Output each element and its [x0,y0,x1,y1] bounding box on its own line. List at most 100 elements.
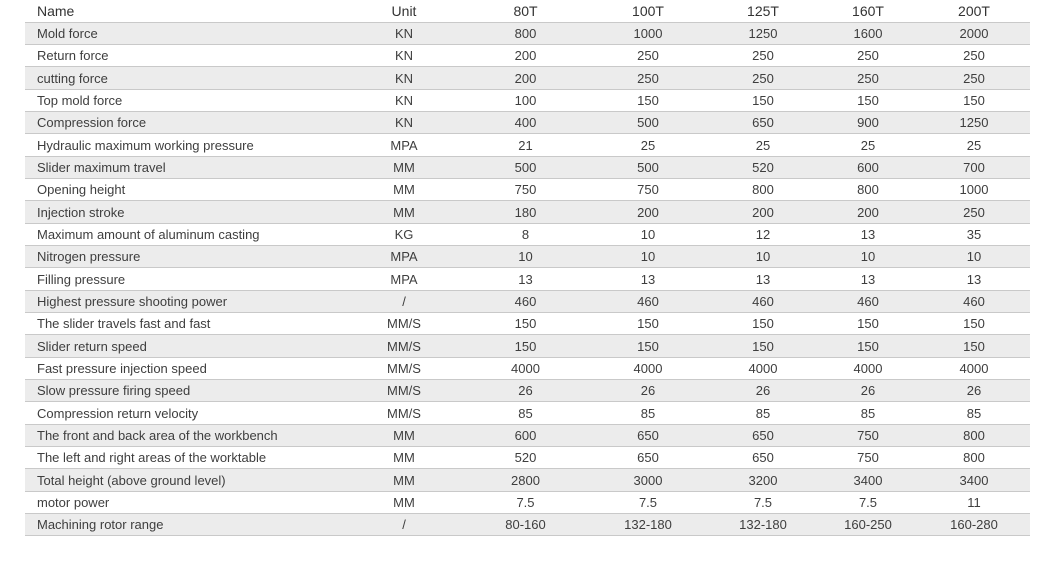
value-cell-160t: 4000 [818,357,918,381]
unit-cell: / [345,513,463,537]
value-cell-100t: 4000 [588,357,708,381]
value-cell-100t: 250 [588,44,708,68]
value-cell-160t: 13 [818,267,918,291]
value-cell-100t: 150 [588,334,708,358]
unit-cell: MM/S [345,357,463,381]
value-cell-200t: 25 [918,133,1030,157]
spec-name-cell: Highest pressure shooting power [25,290,345,314]
spec-table-container: Name Unit 80T 100T 125T 160T 200T Mold f… [25,0,1030,537]
table-row: The left and right areas of the worktabl… [25,446,1030,470]
value-cell-80t: 4000 [463,357,588,381]
spec-name-cell: Top mold force [25,89,345,113]
value-cell-160t: 1600 [818,22,918,46]
spec-name-cell: Opening height [25,178,345,202]
value-cell-160t: 750 [818,446,918,470]
spec-name-cell: Nitrogen pressure [25,245,345,269]
value-cell-125t: 7.5 [708,491,818,515]
value-cell-125t: 250 [708,44,818,68]
value-cell-125t: 10 [708,245,818,269]
value-cell-80t: 800 [463,22,588,46]
value-cell-100t: 13 [588,267,708,291]
value-cell-200t: 250 [918,66,1030,90]
table-row: Slider maximum travel MM 500 500 520 600… [25,156,1030,180]
value-cell-160t: 3400 [818,468,918,492]
unit-cell: MM [345,468,463,492]
spec-name-cell: Total height (above ground level) [25,468,345,492]
value-cell-160t: 800 [818,178,918,202]
value-cell-160t: 200 [818,200,918,224]
value-cell-100t: 10 [588,223,708,247]
value-cell-100t: 650 [588,424,708,448]
spec-name-cell: Slider return speed [25,334,345,358]
value-cell-80t: 600 [463,424,588,448]
value-cell-100t: 10 [588,245,708,269]
table-row: Return force KN 200 250 250 250 250 [25,44,1030,68]
column-header-200t: 200T [918,0,1030,23]
value-cell-160t: 26 [818,379,918,403]
value-cell-80t: 21 [463,133,588,157]
value-cell-200t: 160-280 [918,513,1030,537]
value-cell-80t: 150 [463,334,588,358]
value-cell-200t: 150 [918,334,1030,358]
value-cell-100t: 1000 [588,22,708,46]
value-cell-200t: 250 [918,44,1030,68]
spec-name-cell: Injection stroke [25,200,345,224]
value-cell-80t: 8 [463,223,588,247]
unit-cell: MM [345,178,463,202]
value-cell-125t: 650 [708,111,818,135]
table-row: Nitrogen pressure MPA 10 10 10 10 10 [25,245,1030,269]
value-cell-100t: 7.5 [588,491,708,515]
spec-name-cell: The slider travels fast and fast [25,312,345,336]
unit-cell: KN [345,111,463,135]
unit-cell: / [345,290,463,314]
spec-name-cell: Maximum amount of aluminum casting [25,223,345,247]
unit-cell: MPA [345,133,463,157]
spec-name-cell: Filling pressure [25,267,345,291]
unit-cell: MM [345,491,463,515]
value-cell-160t: 13 [818,223,918,247]
value-cell-160t: 10 [818,245,918,269]
table-row: Mold force KN 800 1000 1250 1600 2000 [25,22,1030,46]
value-cell-100t: 500 [588,156,708,180]
value-cell-100t: 750 [588,178,708,202]
spec-name-cell: Mold force [25,22,345,46]
value-cell-80t: 150 [463,312,588,336]
value-cell-80t: 520 [463,446,588,470]
table-row: Opening height MM 750 750 800 800 1000 [25,178,1030,202]
table-row: cutting force KN 200 250 250 250 250 [25,66,1030,90]
value-cell-100t: 500 [588,111,708,135]
table-row: Slow pressure firing speed MM/S 26 26 26… [25,379,1030,403]
value-cell-200t: 2000 [918,22,1030,46]
value-cell-125t: 250 [708,66,818,90]
unit-cell: KN [345,44,463,68]
value-cell-125t: 520 [708,156,818,180]
value-cell-200t: 1250 [918,111,1030,135]
unit-cell: MPA [345,267,463,291]
unit-cell: KN [345,22,463,46]
table-row: Slider return speed MM/S 150 150 150 150… [25,334,1030,358]
value-cell-80t: 100 [463,89,588,113]
column-header-80t: 80T [463,0,588,23]
table-row: motor power MM 7.5 7.5 7.5 7.5 11 [25,491,1030,515]
value-cell-100t: 25 [588,133,708,157]
value-cell-200t: 13 [918,267,1030,291]
value-cell-160t: 85 [818,401,918,425]
spec-name-cell: Slider maximum travel [25,156,345,180]
value-cell-200t: 3400 [918,468,1030,492]
column-header-125t: 125T [708,0,818,23]
value-cell-200t: 150 [918,89,1030,113]
value-cell-125t: 25 [708,133,818,157]
machine-specification-table: Name Unit 80T 100T 125T 160T 200T Mold f… [25,0,1030,537]
value-cell-80t: 460 [463,290,588,314]
value-cell-200t: 4000 [918,357,1030,381]
unit-cell: KG [345,223,463,247]
value-cell-100t: 132-180 [588,513,708,537]
value-cell-125t: 132-180 [708,513,818,537]
value-cell-160t: 150 [818,89,918,113]
value-cell-125t: 4000 [708,357,818,381]
table-row: Filling pressure MPA 13 13 13 13 13 [25,267,1030,291]
table-row: Compression force KN 400 500 650 900 125… [25,111,1030,135]
spec-name-cell: Machining rotor range [25,513,345,537]
value-cell-100t: 150 [588,312,708,336]
value-cell-200t: 460 [918,290,1030,314]
